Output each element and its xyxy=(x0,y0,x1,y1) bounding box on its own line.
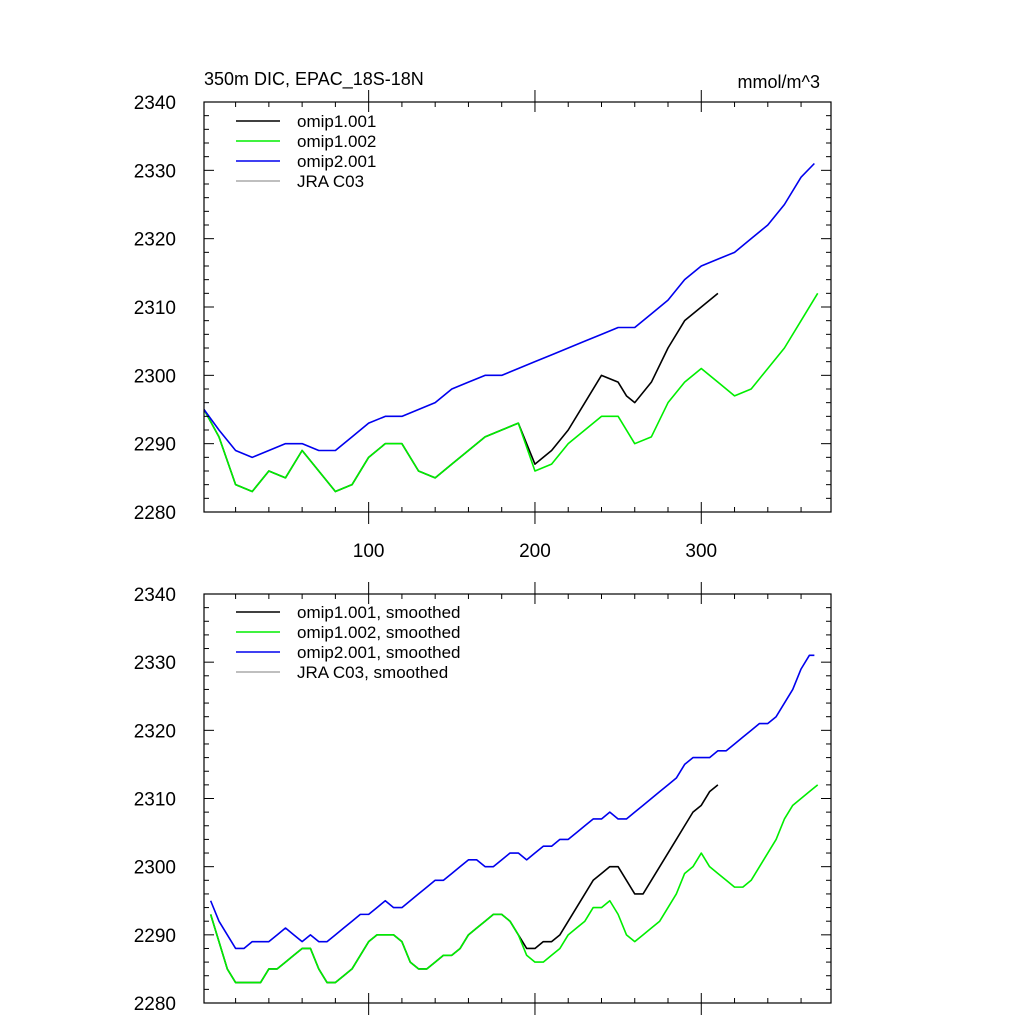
x-tick-label: 100 xyxy=(353,541,385,562)
top-panel: 350m DIC, EPAC_18S-18N mmol/m^3 2280 2290… xyxy=(134,69,832,562)
legend-label: JRA C03, smoothed xyxy=(297,663,448,682)
legend-label: omip1.001, smoothed xyxy=(297,603,461,622)
legend-label: JRA C03 xyxy=(297,172,364,191)
units-label: mmol/m^3 xyxy=(738,72,820,92)
y-tick-label: 2280 xyxy=(134,503,176,524)
series-line-omip1-002-smoothed xyxy=(209,784,819,984)
top-series-layer xyxy=(204,162,819,493)
y-tick-label: 2320 xyxy=(134,721,176,742)
y-tick-label: 2320 xyxy=(134,230,176,251)
y-tick-label: 2300 xyxy=(134,366,176,387)
chart-title: 350m DIC, EPAC_18S-18N xyxy=(204,69,424,90)
x-tick-label: 300 xyxy=(685,541,717,562)
y-tick-label: 2280 xyxy=(134,994,176,1015)
y-tick-label: 2330 xyxy=(134,653,176,674)
series-line-omip2-001-smoothed xyxy=(209,654,815,950)
bottom-panel: 2280 2290 2300 2310 2320 2330 2340 omip1.001, … xyxy=(134,582,832,1015)
legend-label: omip1.001 xyxy=(297,112,376,131)
bottom-axis-layer: 2280 2290 2300 2310 2320 2330 2340 xyxy=(134,582,832,1015)
x-tick-label: 200 xyxy=(519,541,551,562)
bottom-series-layer xyxy=(209,654,819,984)
y-tick-label: 2340 xyxy=(134,93,176,114)
top-axis-layer: 2280 2290 2300 2310 2320 2330 2340 100 200 300 xyxy=(134,90,832,562)
y-tick-label: 2330 xyxy=(134,161,176,182)
y-tick-label: 2340 xyxy=(134,585,176,606)
y-tick-label: 2310 xyxy=(134,298,176,319)
y-tick-label: 2300 xyxy=(134,858,176,879)
y-tick-label: 2290 xyxy=(134,435,176,456)
series-line-omip2-001 xyxy=(204,162,815,459)
legend-label: omip1.002 xyxy=(297,132,376,151)
series-line-omip1-002 xyxy=(204,292,819,493)
y-tick-label: 2310 xyxy=(134,790,176,811)
legend-label: omip2.001 xyxy=(297,152,376,171)
series-line-omip1-001-smoothed xyxy=(209,784,719,984)
y-tick-label: 2290 xyxy=(134,926,176,947)
legend-label: omip2.001, smoothed xyxy=(297,643,461,662)
legend-label: omip1.002, smoothed xyxy=(297,623,461,642)
